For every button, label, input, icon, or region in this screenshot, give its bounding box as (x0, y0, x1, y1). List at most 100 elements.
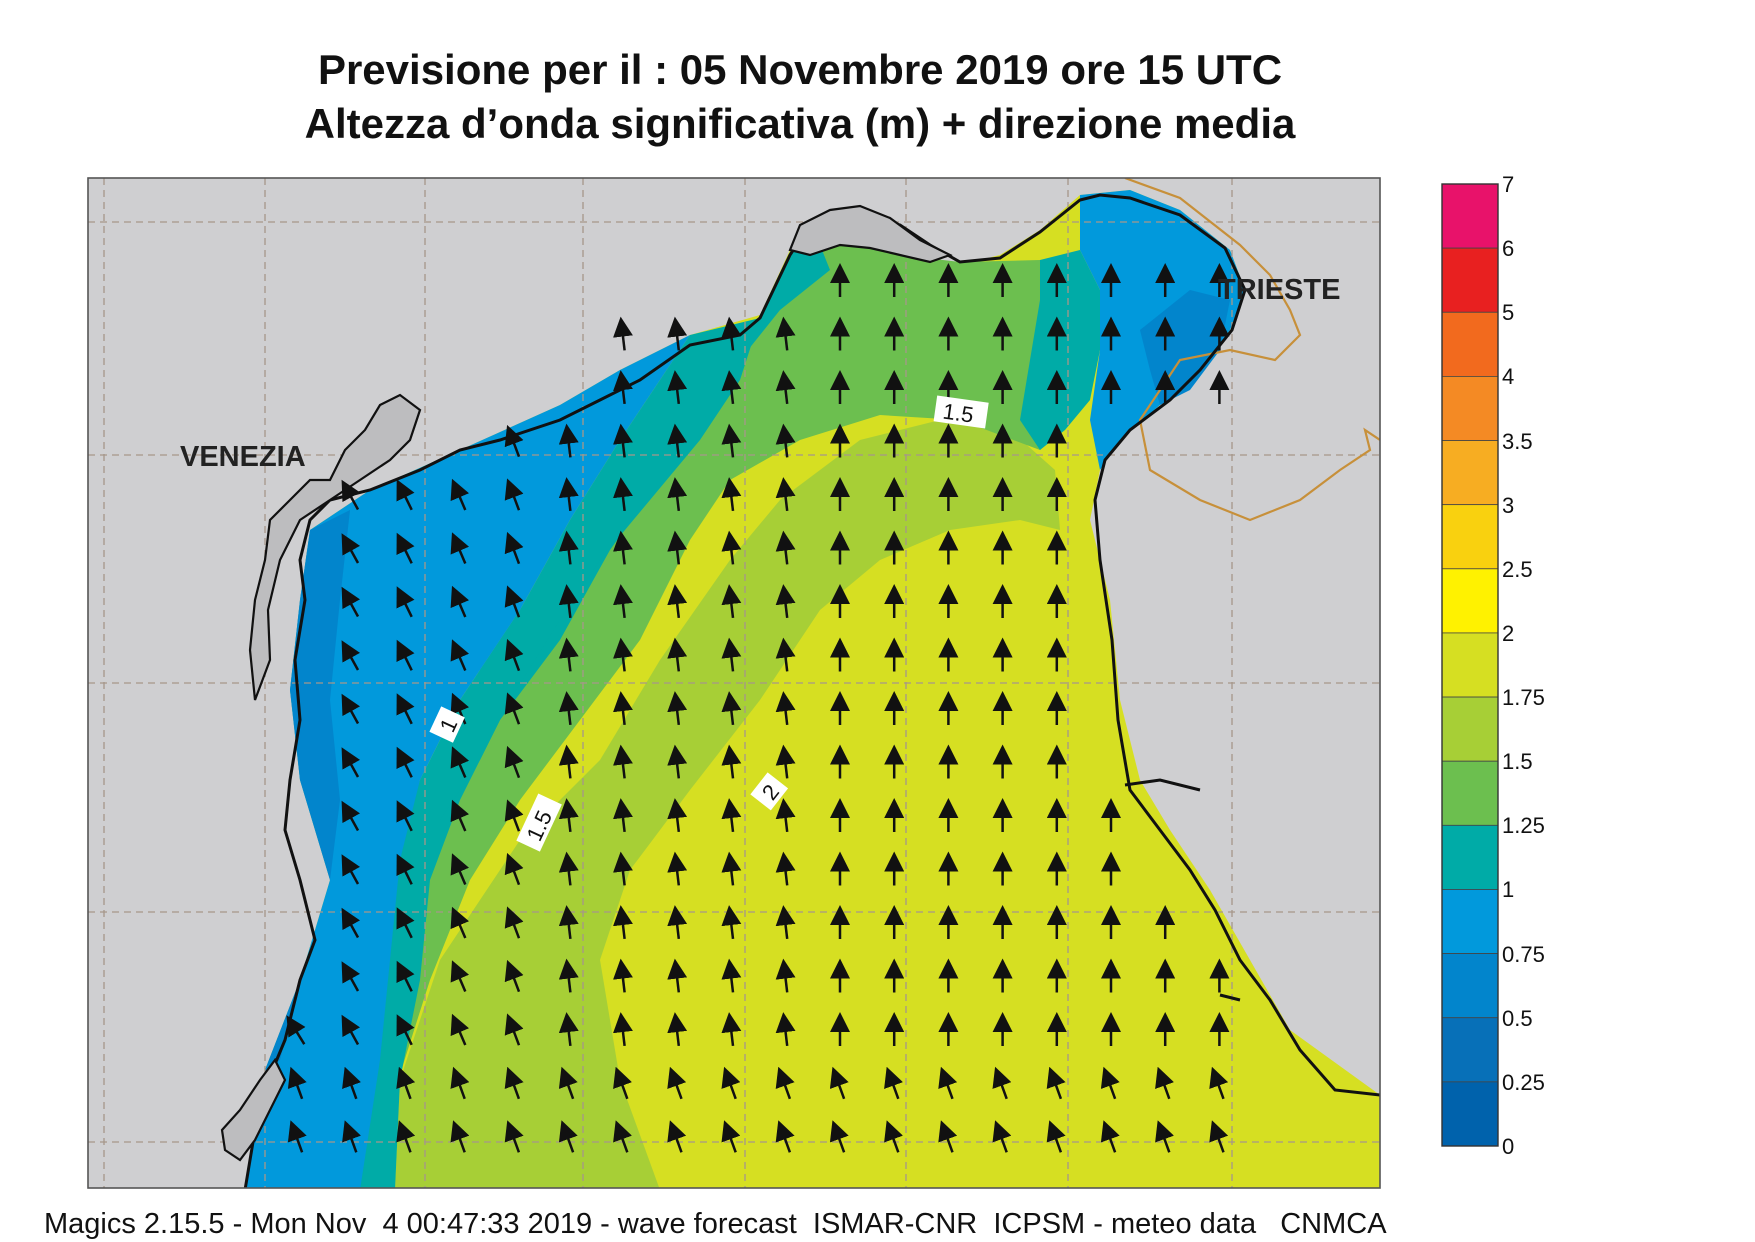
direction-arrow (286, 1015, 306, 1045)
colorbar-swatch (1441, 183, 1499, 249)
venice-lagoon (248, 393, 422, 701)
direction-arrow (558, 477, 579, 512)
direction-arrow (450, 1013, 470, 1046)
grado-lagoon (788, 204, 953, 264)
colorbar-tick-label: 3 (1502, 492, 1515, 518)
direction-arrow (721, 744, 742, 779)
direction-arrow (558, 691, 579, 726)
national-border (1124, 178, 1380, 522)
direction-arrow (1155, 1120, 1174, 1153)
direction-arrow (667, 1012, 688, 1047)
direction-arrow (450, 532, 470, 564)
direction-arrow (613, 370, 633, 405)
direction-arrow (396, 693, 415, 725)
direction-arrow (342, 1120, 361, 1153)
direction-arrow (613, 744, 633, 779)
title-line-2: Altezza d’onda significativa (m) + direz… (304, 100, 1296, 147)
direction-arrow (1046, 1066, 1066, 1100)
direction-arrow (504, 745, 524, 779)
colorbar-swatch (1441, 632, 1499, 698)
direction-arrow (450, 639, 470, 671)
city-label-trieste: TRIESTE (1218, 274, 1340, 306)
direction-arrow (1209, 1066, 1229, 1100)
colorbar-tick-label: 2.5 (1502, 556, 1533, 582)
direction-arrow (396, 960, 415, 992)
colorbar-tick-label: 7 (1502, 172, 1515, 197)
direction-arrow (504, 852, 524, 886)
colorbar-outline (1441, 183, 1499, 1147)
footer-credits: Magics 2.15.5 - Mon Nov 4 00:47:33 2019 … (44, 1208, 1387, 1240)
colorbar (1441, 183, 1499, 1147)
colorbar-swatch (1441, 247, 1499, 313)
direction-arrow (504, 585, 524, 618)
colorbar-swatch (1441, 440, 1499, 506)
direction-arrow (613, 637, 633, 672)
direction-arrow (558, 744, 579, 779)
direction-arrow (775, 637, 796, 672)
direction-arrow (775, 477, 796, 512)
direction-arrow (341, 854, 360, 885)
band-1p75 (395, 420, 1060, 1188)
direction-arrow (1155, 1066, 1174, 1100)
direction-arrow (450, 853, 470, 885)
direction-arrow (613, 905, 633, 940)
colorbar-tick-label: 5 (1502, 300, 1515, 326)
direction-arrow (341, 586, 360, 618)
direction-arrow (721, 477, 742, 512)
direction-arrow (992, 1120, 1012, 1153)
colorbar-swatch (1441, 760, 1499, 826)
direction-arrow (721, 1012, 742, 1047)
direction-arrow (775, 744, 796, 779)
direction-arrow (721, 584, 742, 619)
colorbar-tick-label: 0.5 (1502, 1005, 1533, 1031)
direction-arrow (341, 479, 360, 511)
direction-arrow (341, 1014, 360, 1046)
direction-arrow (721, 1066, 741, 1100)
direction-arrow (558, 1066, 578, 1100)
direction-arrow (341, 693, 360, 725)
direction-arrow (396, 1120, 416, 1153)
direction-arrow (341, 640, 360, 671)
direction-arrow (775, 851, 796, 886)
colorbar-tick-label: 1.5 (1502, 749, 1533, 775)
direction-arrow (613, 798, 633, 833)
direction-arrow (667, 958, 688, 993)
direction-arrow (938, 1066, 958, 1100)
direction-arrow (667, 530, 688, 565)
direction-arrow (287, 1120, 307, 1153)
direction-arrow (341, 533, 360, 564)
direction-arrow (775, 423, 796, 458)
direction-arrow (775, 530, 796, 565)
city-label-venezia: VENEZIA (180, 441, 306, 473)
direction-arrow (504, 478, 524, 511)
direction-arrow (558, 637, 579, 672)
colorbar-tick-label: 1.25 (1502, 813, 1545, 839)
direction-arrow (775, 370, 796, 405)
direction-arrow (396, 1014, 415, 1046)
direction-arrow (721, 370, 742, 405)
direction-arrow (558, 584, 579, 619)
direction-arrow (667, 798, 688, 833)
colorbar-tick-label: 6 (1502, 236, 1515, 262)
direction-arrow (613, 1012, 633, 1047)
direction-arrow (613, 477, 633, 512)
direction-arrow (667, 637, 688, 672)
colorbar-tick-label: 0 (1502, 1134, 1515, 1159)
direction-arrow (504, 692, 524, 725)
direction-arrow (884, 1066, 903, 1100)
direction-arrow (396, 532, 415, 564)
direction-arrow (504, 638, 524, 672)
direction-arrow (504, 424, 524, 458)
direction-arrow (396, 1066, 416, 1100)
direction-arrow (829, 1120, 849, 1153)
direction-arrow (1100, 1120, 1120, 1153)
direction-arrows (286, 263, 1230, 1153)
direction-arrow (450, 692, 470, 725)
direction-arrow (613, 423, 633, 458)
direction-arrow (558, 851, 579, 886)
colorbar-swatch (1441, 696, 1499, 762)
direction-arrow (775, 1012, 796, 1047)
colorbar-tick-label: 1 (1502, 877, 1515, 903)
direction-arrow (558, 530, 579, 565)
colorbar-swatch (1441, 311, 1499, 377)
